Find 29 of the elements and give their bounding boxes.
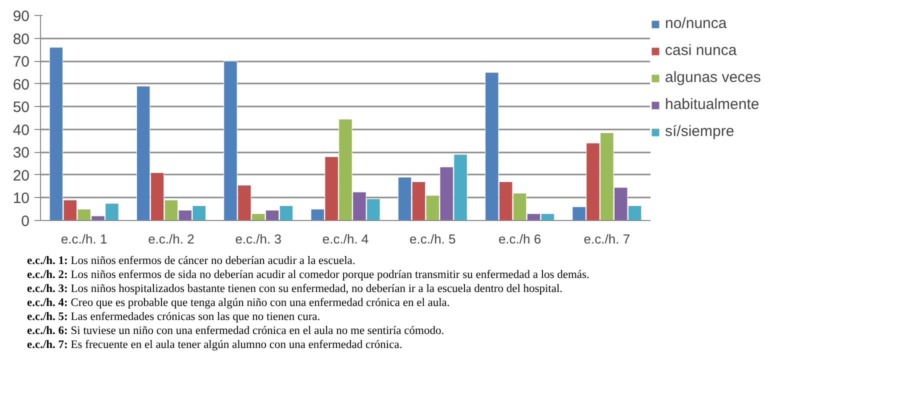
y-tick-label: 10 [12, 190, 30, 208]
legend-label: no/nunca [665, 15, 727, 32]
legend-label: habitualmente [665, 96, 760, 113]
x-tick-label: e.c./h. 4 [322, 232, 369, 246]
x-tick-label: e.c./h. 3 [235, 232, 282, 246]
y-tick-label: 50 [12, 99, 30, 116]
y-tick-label: 70 [12, 54, 30, 71]
legend-label: algunas veces [665, 69, 761, 86]
x-tick-label: e.c./h 6 [498, 232, 542, 246]
y-tick-label: 40 [12, 122, 30, 139]
text: e.c./h. 4: Creo que es probable que tenga algún niño con una enfermedad crónica en el aula. [27, 297, 450, 309]
x-tick-label: e.c./h. 2 [148, 232, 194, 246]
x-tick-label: e.c./h. 1 [60, 232, 108, 246]
legend-label: casi nunca [665, 42, 737, 59]
text: e.c./h. 6: Si tuviese un niño con una enfermedad crónica en el aula no me sentiría cómodo. [27, 325, 444, 337]
y-tick-label: 60 [12, 76, 30, 94]
y-tick-label: 90 [12, 8, 30, 25]
y-tick-label: 80 [12, 30, 30, 48]
text: e.c./h. 3: Los niños hospitalizados bastante tienen con su enfermedad, no deberían ir a la escuela dentro del hospital. [27, 283, 563, 295]
y-tick-label: 0 [21, 213, 30, 230]
text: e.c./h. 7: Es frecuente en el aula tener algún alumno con una enfermedad crónica. [27, 339, 402, 351]
legend-label: sí/siempre [665, 123, 734, 140]
text: e.c./h. 1: Los niños enfermos de cáncer no deberían acudir a la escuela. [27, 255, 356, 267]
text: e.c./h. 2: Los niños enfermos de sida no deberían acudir al comedor porque podrían transmitir su enfermedad a los demás. [27, 269, 590, 281]
x-tick-label: e.c./h. 7 [584, 232, 630, 246]
y-tick-label: 30 [12, 144, 30, 162]
y-tick-label: 20 [12, 167, 30, 184]
text: e.c./h. 5: Las enfermedades crónicas son las que no tienen cura. [27, 311, 320, 323]
x-tick-label: e.c./h. 5 [410, 232, 456, 246]
